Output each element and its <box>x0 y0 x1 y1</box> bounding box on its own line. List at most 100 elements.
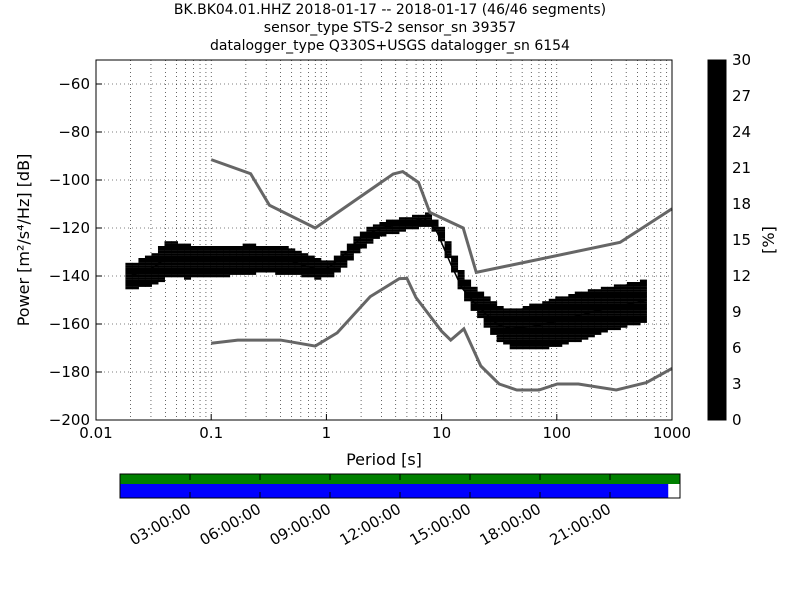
histogram-cell <box>555 308 563 311</box>
histogram-cell <box>600 310 608 314</box>
colorbar-tick-label: 0 <box>732 411 742 429</box>
histogram-cell <box>131 286 139 290</box>
histogram-cell <box>529 330 537 333</box>
histogram-cell <box>288 250 296 254</box>
histogram-cell <box>418 214 426 218</box>
histogram-cell <box>157 272 165 275</box>
histogram-cell <box>529 322 537 326</box>
histogram-cell <box>151 253 159 256</box>
histogram-cell <box>236 246 244 249</box>
histogram-cell <box>125 267 133 271</box>
histogram-cell <box>607 286 615 290</box>
histogram-cell <box>301 265 309 268</box>
colorbar-segment <box>708 216 726 223</box>
histogram-cell <box>223 267 231 271</box>
histogram-cell <box>496 308 504 311</box>
histogram-cell <box>613 310 621 314</box>
axes-frame <box>95 59 673 421</box>
histogram-cell <box>210 274 218 278</box>
title-line-2: sensor_type STS-2 sensor_sn 39357 <box>263 20 517 36</box>
histogram-cell <box>138 262 146 266</box>
x-tick-label: 1 <box>322 424 332 442</box>
histogram-cell <box>548 303 556 307</box>
histogram-cell <box>431 226 439 230</box>
histogram-cell <box>620 325 628 328</box>
histogram-cell <box>568 334 576 338</box>
histogram-cell <box>535 313 543 316</box>
histogram-cell <box>281 270 289 273</box>
histogram-cell <box>594 325 602 328</box>
histogram-cell <box>542 306 550 309</box>
histogram-cell <box>620 306 628 309</box>
histogram-cell <box>587 291 595 295</box>
histogram-cell <box>144 277 152 280</box>
histogram-cell <box>177 265 185 268</box>
colorbar-segment <box>708 408 726 415</box>
histogram-cell <box>229 267 237 271</box>
histogram-cell <box>496 334 504 338</box>
histogram-cell <box>509 325 517 328</box>
histogram-cell <box>509 334 517 338</box>
histogram-cell <box>164 272 172 275</box>
histogram-cell <box>125 272 133 275</box>
histogram-cell <box>555 327 563 331</box>
histogram-cell <box>626 308 634 311</box>
histogram-cell <box>587 301 595 304</box>
colorbar-segment <box>708 282 726 289</box>
histogram-cell <box>210 262 218 266</box>
histogram-cell <box>509 330 517 333</box>
histogram-cell <box>542 315 550 319</box>
histogram-cell <box>210 255 218 259</box>
histogram-cell <box>639 310 647 314</box>
histogram-cell <box>177 243 185 247</box>
histogram-cell <box>340 265 348 268</box>
histogram-cell <box>131 267 139 271</box>
histogram-cell <box>236 267 244 271</box>
histogram-cell <box>366 238 374 242</box>
histogram-cell <box>210 272 218 275</box>
colorbar-segment <box>708 186 726 193</box>
histogram-cell <box>372 231 380 235</box>
histogram-cell <box>353 236 361 239</box>
histogram-cell <box>418 222 426 225</box>
histogram-cell <box>359 246 367 249</box>
histogram-cell <box>281 267 289 271</box>
histogram-cell <box>144 258 152 261</box>
histogram-cell <box>275 246 283 249</box>
histogram-cell <box>587 330 595 333</box>
histogram-cell <box>509 337 517 340</box>
histogram-cell <box>620 315 628 319</box>
histogram-cell <box>542 303 550 307</box>
histogram-cell <box>522 308 530 311</box>
histogram-cell <box>483 303 491 307</box>
histogram-cell <box>542 346 550 350</box>
histogram-cell <box>144 255 152 259</box>
colorbar-segment <box>708 84 726 91</box>
histogram-cell <box>548 327 556 331</box>
histogram-cell <box>223 258 231 261</box>
colorbar-segment <box>708 120 726 127</box>
histogram-cell <box>594 318 602 321</box>
histogram-cell <box>268 260 276 263</box>
histogram-cell <box>157 250 165 254</box>
histogram-cell <box>275 248 283 251</box>
histogram-cell <box>561 322 569 326</box>
histogram-cell <box>477 306 485 309</box>
histogram-cell <box>542 342 550 345</box>
histogram-cell <box>477 301 485 304</box>
histogram-cell <box>503 337 511 340</box>
histogram-cell <box>346 243 354 247</box>
histogram-cell <box>392 226 400 230</box>
histogram-cell <box>197 246 205 249</box>
histogram-cell <box>568 306 576 309</box>
histogram-cell <box>398 226 406 230</box>
histogram-cell <box>405 219 413 223</box>
colorbar-segment <box>708 102 726 109</box>
histogram-cell <box>184 267 192 271</box>
histogram-cell <box>216 267 224 271</box>
histogram-cell <box>581 320 589 323</box>
histogram-cell <box>372 224 380 227</box>
histogram-cell <box>288 270 296 273</box>
histogram-cell <box>216 262 224 266</box>
histogram-cell <box>509 344 517 347</box>
